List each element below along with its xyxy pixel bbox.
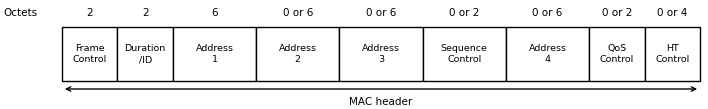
Text: 0 or 6: 0 or 6: [282, 8, 313, 18]
Text: 2: 2: [86, 8, 93, 18]
Text: Address
4: Address 4: [528, 44, 566, 64]
Text: 0 or 2: 0 or 2: [449, 8, 479, 18]
Text: 2: 2: [142, 8, 149, 18]
Bar: [339, 27, 423, 81]
Text: 0 or 2: 0 or 2: [602, 8, 632, 18]
Text: Duration
/ID: Duration /ID: [125, 44, 166, 64]
Bar: [423, 27, 506, 81]
Bar: [506, 27, 589, 81]
Text: 0 or 6: 0 or 6: [366, 8, 396, 18]
Text: Address
1: Address 1: [195, 44, 234, 64]
Bar: [256, 27, 339, 81]
Text: Address
2: Address 2: [279, 44, 316, 64]
Text: Sequence
Control: Sequence Control: [441, 44, 488, 64]
Bar: [173, 27, 256, 81]
Bar: [644, 27, 700, 81]
Bar: [589, 27, 644, 81]
Text: MAC header: MAC header: [349, 97, 413, 107]
Text: 0 or 6: 0 or 6: [532, 8, 563, 18]
Text: Address
3: Address 3: [362, 44, 400, 64]
Text: 6: 6: [211, 8, 218, 18]
Text: Frame
Control: Frame Control: [73, 44, 107, 64]
Text: Octets: Octets: [3, 8, 37, 18]
Text: 0 or 4: 0 or 4: [657, 8, 687, 18]
Bar: [118, 27, 173, 81]
Text: HT
Control: HT Control: [655, 44, 690, 64]
Bar: [62, 27, 118, 81]
Text: QoS
Control: QoS Control: [600, 44, 634, 64]
